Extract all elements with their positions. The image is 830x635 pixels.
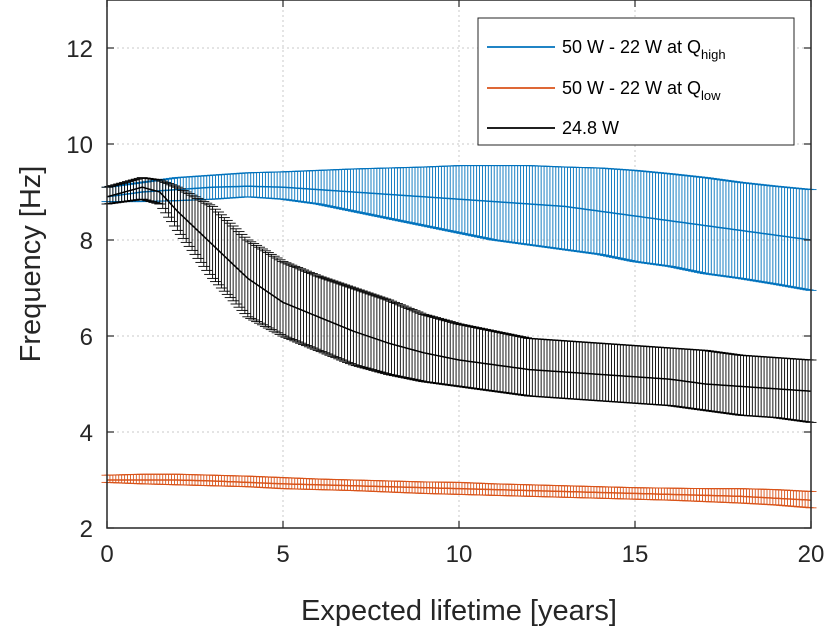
legend-text-q-high: 50 W - 22 W at Q: [562, 37, 701, 57]
series-layer: [101, 165, 817, 509]
mean-line: [106, 185, 812, 241]
series-24-8w: [101, 177, 817, 423]
legend-text-q-low: 50 W - 22 W at Q: [562, 78, 701, 98]
y-tick-label: 4: [80, 420, 93, 447]
x-axis-label: Expected lifetime [years]: [301, 595, 617, 627]
y-axis-label: Frequency [Hz]: [15, 166, 47, 363]
legend-entry-24-8w: 24.8 W: [562, 118, 619, 138]
x-tick-label: 5: [276, 541, 289, 568]
legend-sub-q-low: low: [701, 88, 721, 103]
y-tick-label: 6: [80, 324, 93, 351]
x-tick-label: 10: [446, 541, 473, 568]
y-tick-label: 8: [80, 228, 93, 255]
legend-entry-q-high: 50 W - 22 W at Qhigh: [562, 37, 726, 62]
legend-entry-q-low: 50 W - 22 W at Qlow: [562, 78, 721, 103]
legend: 50 W - 22 W at Qhigh 50 W - 22 W at Qlow…: [477, 17, 795, 146]
y-tick-label: 10: [66, 132, 93, 159]
x-tick-label: 0: [100, 541, 113, 568]
mean-line: [107, 479, 812, 501]
x-tick-label: 20: [798, 541, 825, 568]
mean-line: [106, 186, 812, 392]
x-tick-label: 15: [622, 541, 649, 568]
y-tick-label: 12: [66, 36, 93, 63]
y-tick-label: 2: [80, 516, 93, 543]
ticks: 0 5 10 15 20 2 4 6 8 10 12: [66, 0, 824, 568]
legend-box: [477, 17, 795, 146]
legend-sub-q-high: high: [701, 47, 726, 62]
series-q-high: [101, 165, 817, 291]
series-q-low: [101, 473, 817, 509]
